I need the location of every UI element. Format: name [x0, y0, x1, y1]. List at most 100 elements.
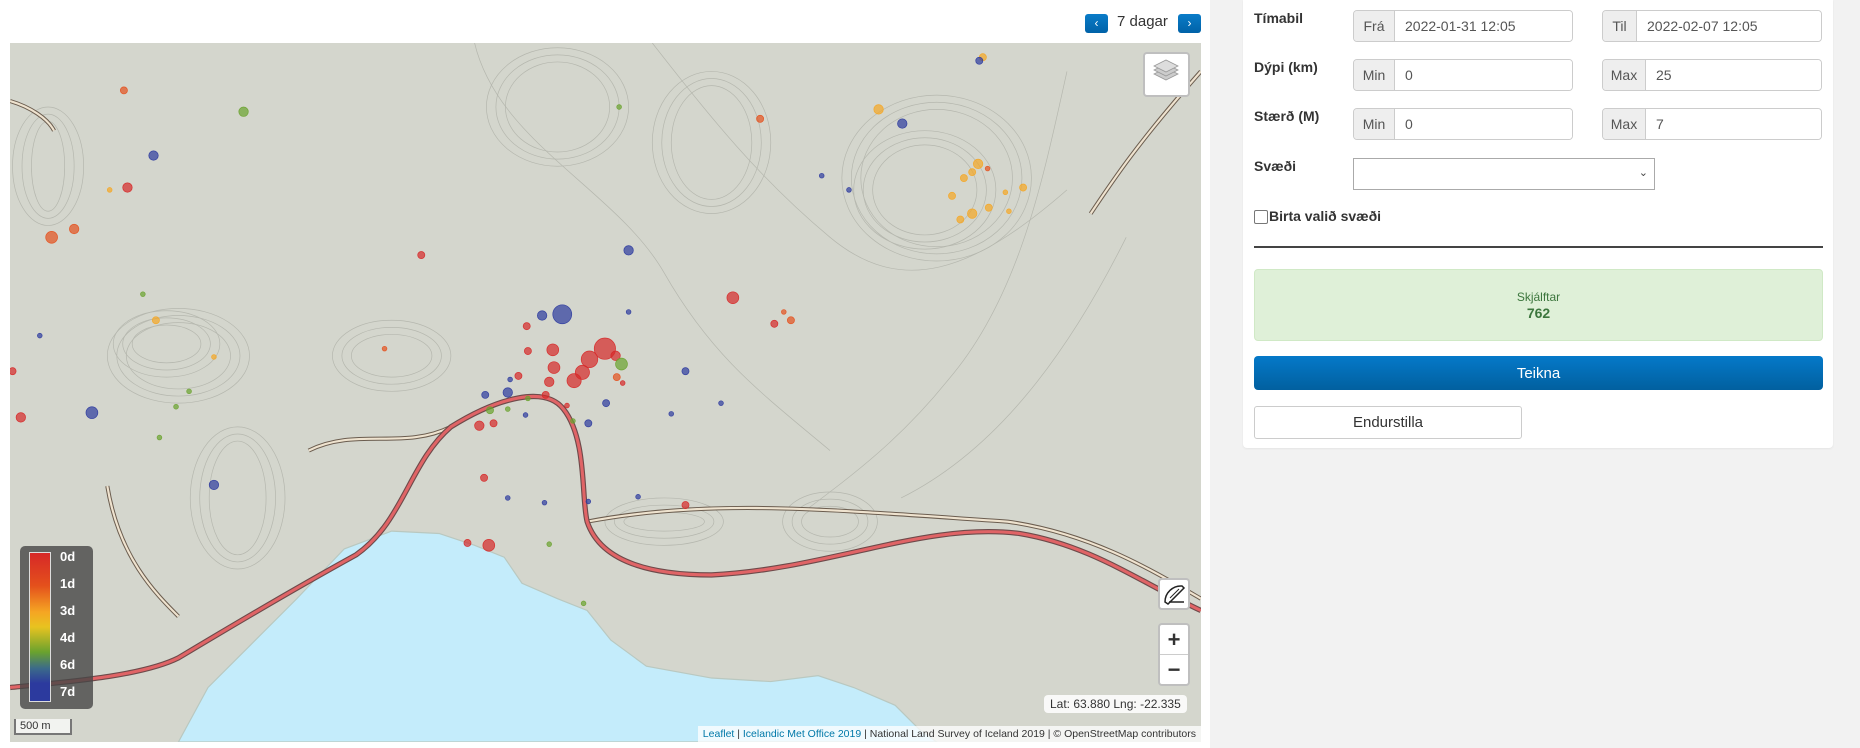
contour-line — [474, 43, 831, 451]
earthquake-count-box: Skjálftar 762 — [1254, 269, 1823, 341]
previous-period-button[interactable]: ‹ — [1085, 14, 1108, 33]
earthquake-marker — [580, 350, 599, 368]
earthquake-marker — [668, 411, 674, 417]
earthquake-marker — [580, 600, 587, 607]
chevron-right-icon: › — [1187, 16, 1192, 30]
contour-line — [853, 130, 997, 250]
earthquake-marker — [612, 373, 621, 382]
contour-line — [801, 505, 859, 538]
min-addon: Min — [1354, 109, 1395, 139]
layers-button[interactable] — [1143, 52, 1190, 97]
attribution-text: | National Land Survey of Iceland 2019 |… — [861, 728, 1196, 740]
contour-line — [341, 326, 442, 385]
chevron-left-icon: ‹ — [1094, 16, 1099, 30]
region-select[interactable]: ⌄ — [1353, 158, 1655, 190]
depth-max-input[interactable] — [1646, 60, 1821, 90]
draw-button[interactable]: Teikna — [1254, 356, 1823, 390]
timabil-label: Tímabil — [1254, 10, 1304, 26]
contour-line — [125, 322, 231, 390]
earthquake-marker — [1006, 208, 1012, 214]
depth-min-group: Min — [1353, 59, 1573, 91]
legend-label: 7d — [60, 684, 76, 699]
legend-label: 0d — [60, 549, 76, 564]
earthquake-marker — [973, 158, 984, 169]
measure-tool-button[interactable] — [1158, 578, 1190, 610]
earthquake-marker — [1019, 183, 1028, 192]
earthquake-marker — [140, 291, 146, 297]
earthquake-marker — [381, 345, 388, 352]
map-canvas[interactable] — [10, 43, 1201, 742]
next-period-button[interactable]: › — [1178, 14, 1201, 33]
earthquake-marker — [85, 406, 99, 419]
earthquake-marker — [211, 354, 217, 360]
zoom-out-button[interactable]: − — [1167, 657, 1181, 682]
magnitude-max-input[interactable] — [1646, 109, 1821, 139]
earthquake-marker — [959, 174, 968, 182]
contour-line — [495, 54, 620, 160]
contour-line — [112, 310, 221, 378]
scale-bar: 500 m — [14, 719, 72, 735]
contour-line — [208, 440, 267, 556]
imo-link[interactable]: Icelandic Met Office 2019 — [742, 728, 862, 740]
earthquake-marker — [984, 203, 993, 212]
measure-icon — [1164, 585, 1186, 605]
earthquake-marker — [541, 499, 548, 506]
earthquake-marker — [148, 150, 159, 161]
age-legend: 0d 1d 3d 4d 6d 7d — [20, 546, 93, 709]
earthquake-map[interactable]: + − 0d 1d 3d 4d 6d 7d 500 m Lat: 63.880 … — [10, 43, 1201, 742]
from-date-input[interactable] — [1395, 11, 1572, 41]
zoom-control: + − — [1158, 623, 1190, 686]
divider — [1254, 246, 1823, 248]
earthquake-marker — [45, 231, 58, 244]
earthquake-marker — [984, 165, 991, 172]
main-road — [10, 395, 1201, 690]
contour-line — [106, 308, 250, 404]
earthquake-marker — [1002, 189, 1009, 196]
earthquake-marker — [119, 86, 128, 95]
map-attribution: Leaflet | Icelandic Met Office 2019 | Na… — [697, 726, 1201, 742]
earthquake-marker — [156, 434, 163, 441]
magnitude-min-input[interactable] — [1395, 109, 1572, 139]
leaflet-link[interactable]: Leaflet — [702, 728, 735, 740]
earthquake-marker — [968, 168, 977, 177]
earthquake-marker — [463, 539, 472, 547]
to-date-input[interactable] — [1637, 11, 1821, 41]
reset-button[interactable]: Endurstilla — [1254, 406, 1522, 439]
earthquake-marker — [514, 372, 523, 380]
show-region-checkbox[interactable] — [1254, 210, 1268, 224]
count-value: 762 — [1526, 305, 1551, 321]
earthquake-marker — [186, 388, 192, 395]
contour-line — [791, 498, 869, 545]
earthquake-marker — [726, 291, 740, 304]
earthquake-marker — [781, 309, 787, 315]
earthquake-marker — [975, 56, 984, 65]
zoom-in-button[interactable]: + — [1160, 625, 1188, 655]
earthquake-marker — [873, 104, 884, 115]
legend-label: 3d — [60, 603, 76, 618]
show-region-label[interactable]: Birta valið svæði — [1269, 208, 1382, 224]
contour-line — [652, 43, 1068, 271]
contour-line — [782, 491, 878, 552]
earthquake-marker — [122, 182, 133, 193]
contour-line — [806, 71, 1068, 511]
from-date-group: Frá — [1353, 10, 1573, 42]
earthquake-marker — [948, 191, 956, 200]
earthquake-marker — [208, 479, 220, 491]
to-date-group: Til — [1602, 10, 1822, 42]
depth-min-input[interactable] — [1395, 60, 1572, 90]
earthquake-marker — [756, 114, 765, 123]
magnitude-max-group: Max — [1602, 108, 1822, 140]
earthquake-marker — [897, 118, 908, 129]
earthquake-marker — [523, 347, 532, 355]
earthquake-marker — [846, 187, 852, 193]
contour-line — [12, 106, 84, 226]
min-addon: Min — [1354, 60, 1395, 90]
earthquake-marker — [522, 412, 529, 418]
magnitude-min-group: Min — [1353, 108, 1573, 140]
earthquake-marker — [584, 419, 593, 428]
separator: | — [734, 728, 743, 740]
earthquake-marker — [718, 400, 724, 406]
contour-line — [131, 324, 202, 364]
contour-line — [900, 237, 1127, 499]
earthquake-marker — [537, 310, 548, 321]
